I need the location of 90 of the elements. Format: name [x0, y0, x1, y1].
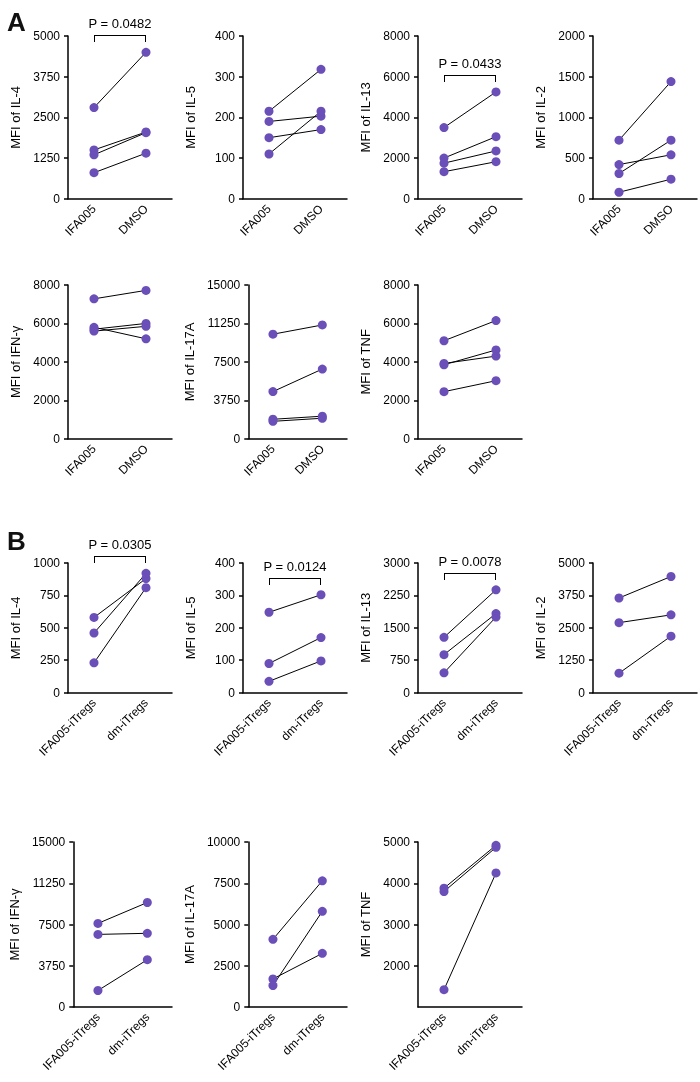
y-tick-label: 750 [39, 588, 61, 603]
annotation: P = 0.0124 [263, 558, 327, 574]
annotation: P = 0.0433 [438, 55, 502, 71]
y-axis-title: MFI of IL-5 [183, 85, 198, 149]
y-tick-label: 2000 [558, 29, 586, 43]
y-tick-label: 3750 [33, 69, 61, 84]
y-tick-label: 250 [39, 653, 61, 668]
y-tick-label: 2000 [33, 393, 61, 408]
y-tick-label: 400 [214, 29, 236, 43]
y-tick-label: 2500 [213, 958, 241, 973]
y-tick-label: 2000 [383, 393, 411, 408]
y-axis-title: MFI of TNF [358, 891, 373, 958]
y-tick-label: 8000 [383, 278, 411, 292]
y-tick-label: 5000 [213, 917, 241, 932]
y-tick-label: 0 [228, 191, 236, 206]
y-tick-label: 1000 [558, 110, 586, 125]
y-axis-title: MFI of IL-13 [358, 592, 373, 663]
chart-title: A [7, 7, 26, 37]
y-tick-label: 200 [214, 620, 236, 635]
y-axis-title: MFI of IL-2 [533, 596, 548, 660]
y-tick-label: 7500 [213, 876, 241, 891]
y-axis-title: MFI of IL-4 [8, 596, 23, 660]
y-tick-label: 3750 [213, 393, 241, 408]
y-tick-label: 400 [214, 556, 236, 570]
y-tick-label: 2000 [383, 958, 411, 973]
y-tick-label: 0 [403, 685, 411, 700]
y-tick-label: 300 [214, 69, 236, 84]
y-tick-label: 2250 [383, 588, 411, 603]
y-tick-label: 300 [214, 588, 236, 603]
y-tick-label: 1000 [33, 556, 61, 570]
y-tick-label: 3750 [558, 588, 586, 603]
y-tick-label: 4000 [33, 354, 61, 369]
y-tick-label: 15000 [206, 278, 241, 292]
y-tick-label: 0 [578, 685, 586, 700]
y-tick-label: 2500 [558, 620, 586, 635]
y-tick-label: 0 [233, 431, 241, 446]
y-tick-label: 0 [53, 685, 61, 700]
y-tick-label: 1500 [558, 69, 586, 84]
y-axis-title: MFI of IL-5 [183, 596, 198, 660]
y-tick-label: 0 [58, 1000, 66, 1014]
y-tick-label: 8000 [33, 278, 61, 292]
y-tick-label: 5000 [558, 556, 586, 570]
y-tick-label: 7500 [38, 917, 66, 932]
chart-title: B [7, 526, 26, 556]
y-tick-label: 0 [228, 685, 236, 700]
y-tick-label: 10000 [206, 835, 241, 849]
y-tick-label: 1500 [383, 620, 411, 635]
y-tick-label: 0 [403, 191, 411, 206]
y-axis-title: MFI of IL-4 [8, 85, 23, 149]
y-tick-label: 2500 [33, 110, 61, 125]
y-tick-label: 3000 [383, 917, 411, 932]
y-axis-title: MFI of IFN-γ [7, 887, 22, 961]
y-tick-label: 5000 [33, 29, 61, 43]
y-tick-label: 8000 [383, 29, 411, 43]
y-axis-title: MFI of IL-13 [358, 82, 373, 153]
y-tick-label: 4000 [383, 110, 411, 125]
y-tick-label: 3000 [383, 556, 411, 570]
y-tick-label: 0 [53, 191, 61, 206]
y-tick-label: 6000 [383, 69, 411, 84]
y-tick-label: 0 [233, 1000, 241, 1014]
y-tick-label: 500 [39, 620, 61, 635]
y-axis-title: MFI of IL-17A [182, 884, 197, 964]
y-axis-title: MFI of IL-2 [533, 85, 548, 149]
y-tick-label: 15000 [31, 835, 66, 849]
text: P = 0.0305 [88, 537, 152, 553]
y-tick-label: 7500 [213, 354, 241, 369]
y-axis-title: MFI of IFN-γ [8, 325, 23, 398]
annotation: P = 0.0078 [438, 553, 502, 569]
y-tick-label: 6000 [33, 316, 61, 331]
y-tick-label: 500 [564, 151, 586, 166]
y-tick-label: 1250 [558, 653, 586, 668]
y-tick-label: 0 [403, 431, 411, 446]
y-tick-label: 1250 [33, 151, 61, 166]
y-tick-label: 200 [214, 110, 236, 125]
y-tick-label: 4000 [383, 354, 411, 369]
y-tick-label: 6000 [383, 316, 411, 331]
y-tick-label: 0 [53, 431, 61, 446]
text: P = 0.0482 [88, 16, 152, 32]
y-tick-label: 2000 [383, 151, 411, 166]
y-tick-label: 100 [214, 653, 236, 668]
y-tick-label: 100 [214, 151, 236, 166]
y-tick-label: 750 [389, 653, 411, 668]
y-tick-label: 11250 [32, 876, 66, 891]
y-tick-label: 3750 [38, 958, 66, 973]
y-axis-title: MFI of TNF [358, 329, 373, 395]
y-tick-label: 4000 [383, 876, 411, 891]
y-tick-label: 0 [578, 191, 586, 206]
y-tick-label: 11250 [207, 316, 241, 331]
y-axis-title: MFI of IL-17A [182, 322, 197, 402]
y-tick-label: 5000 [383, 835, 411, 849]
